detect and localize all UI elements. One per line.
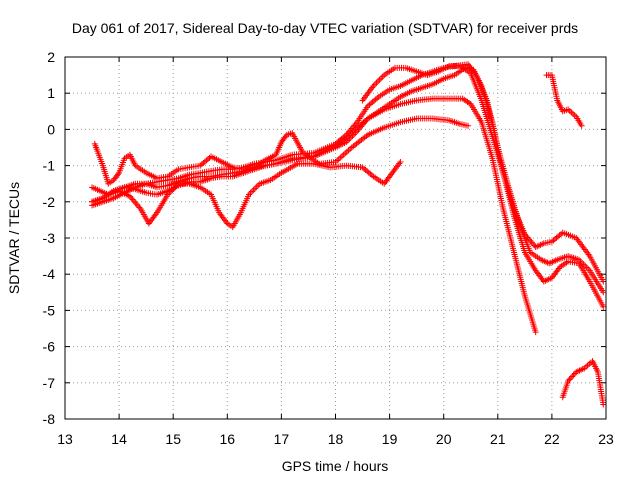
data-point [115, 171, 122, 178]
y-tick-label: -3 [43, 230, 56, 246]
data-point [600, 401, 607, 408]
y-tick-label: -1 [43, 158, 56, 174]
data-point [373, 79, 380, 86]
data-point [375, 78, 382, 85]
x-tick-label: 16 [220, 431, 236, 447]
y-tick-label: 2 [47, 49, 55, 65]
x-tick-label: 21 [490, 431, 506, 447]
data-point [379, 73, 386, 80]
series-track-8 [559, 358, 607, 408]
x-tick-label: 22 [544, 431, 560, 447]
data-point [376, 76, 383, 83]
series-track-5 [91, 115, 472, 187]
data-point [532, 329, 539, 336]
x-tick-label: 20 [436, 431, 452, 447]
grid-lines [65, 57, 606, 419]
y-tick-label: 0 [47, 121, 55, 137]
data-point [600, 278, 607, 285]
data-point [133, 201, 140, 208]
x-axis-label: GPS time / hours [282, 458, 389, 474]
data-point [129, 196, 136, 203]
data-point [135, 202, 142, 209]
axis-ticks: 13 14 15 16 17 18 19 20 21 22 23 -8 -7 -6 -5 -4 -3 -2 -1 0 1… [43, 49, 614, 447]
data-point [132, 199, 139, 206]
data-point [600, 289, 607, 296]
x-tick-label: 13 [57, 431, 73, 447]
series-track-4 [89, 64, 607, 310]
x-tick-label: 17 [274, 431, 290, 447]
data-point [527, 237, 534, 244]
x-tick-label: 23 [598, 431, 614, 447]
series-track-7 [543, 72, 585, 129]
data-point [249, 188, 256, 195]
data-point [130, 198, 137, 205]
y-tick-label: -2 [43, 194, 56, 210]
data-point [569, 373, 576, 380]
data-point [465, 122, 472, 129]
data-point [252, 185, 259, 192]
data-point [585, 266, 592, 273]
data-point [600, 303, 607, 310]
data-point [397, 158, 404, 165]
y-tick-label: 1 [47, 85, 55, 101]
data-point [371, 81, 378, 88]
data-series [89, 61, 607, 408]
y-tick-label: -7 [43, 375, 56, 391]
data-point [570, 371, 577, 378]
x-tick-label: 19 [382, 431, 398, 447]
x-tick-label: 15 [165, 431, 181, 447]
y-tick-label: -6 [43, 339, 56, 355]
data-point [250, 186, 257, 193]
data-point [378, 75, 385, 82]
x-tick-label: 18 [328, 431, 344, 447]
data-point [253, 183, 260, 190]
y-tick-label: -4 [43, 266, 56, 282]
data-point [567, 374, 574, 381]
x-tick-label: 14 [111, 431, 127, 447]
chart-title: Day 061 of 2017, Sidereal Day-to-day VTE… [72, 20, 578, 36]
y-axis-label: SDTVAR / TECUs [6, 182, 22, 294]
y-tick-label: -5 [43, 302, 56, 318]
series-track-6 [359, 63, 607, 285]
data-point [578, 122, 585, 129]
y-tick-label: -8 [43, 411, 56, 427]
